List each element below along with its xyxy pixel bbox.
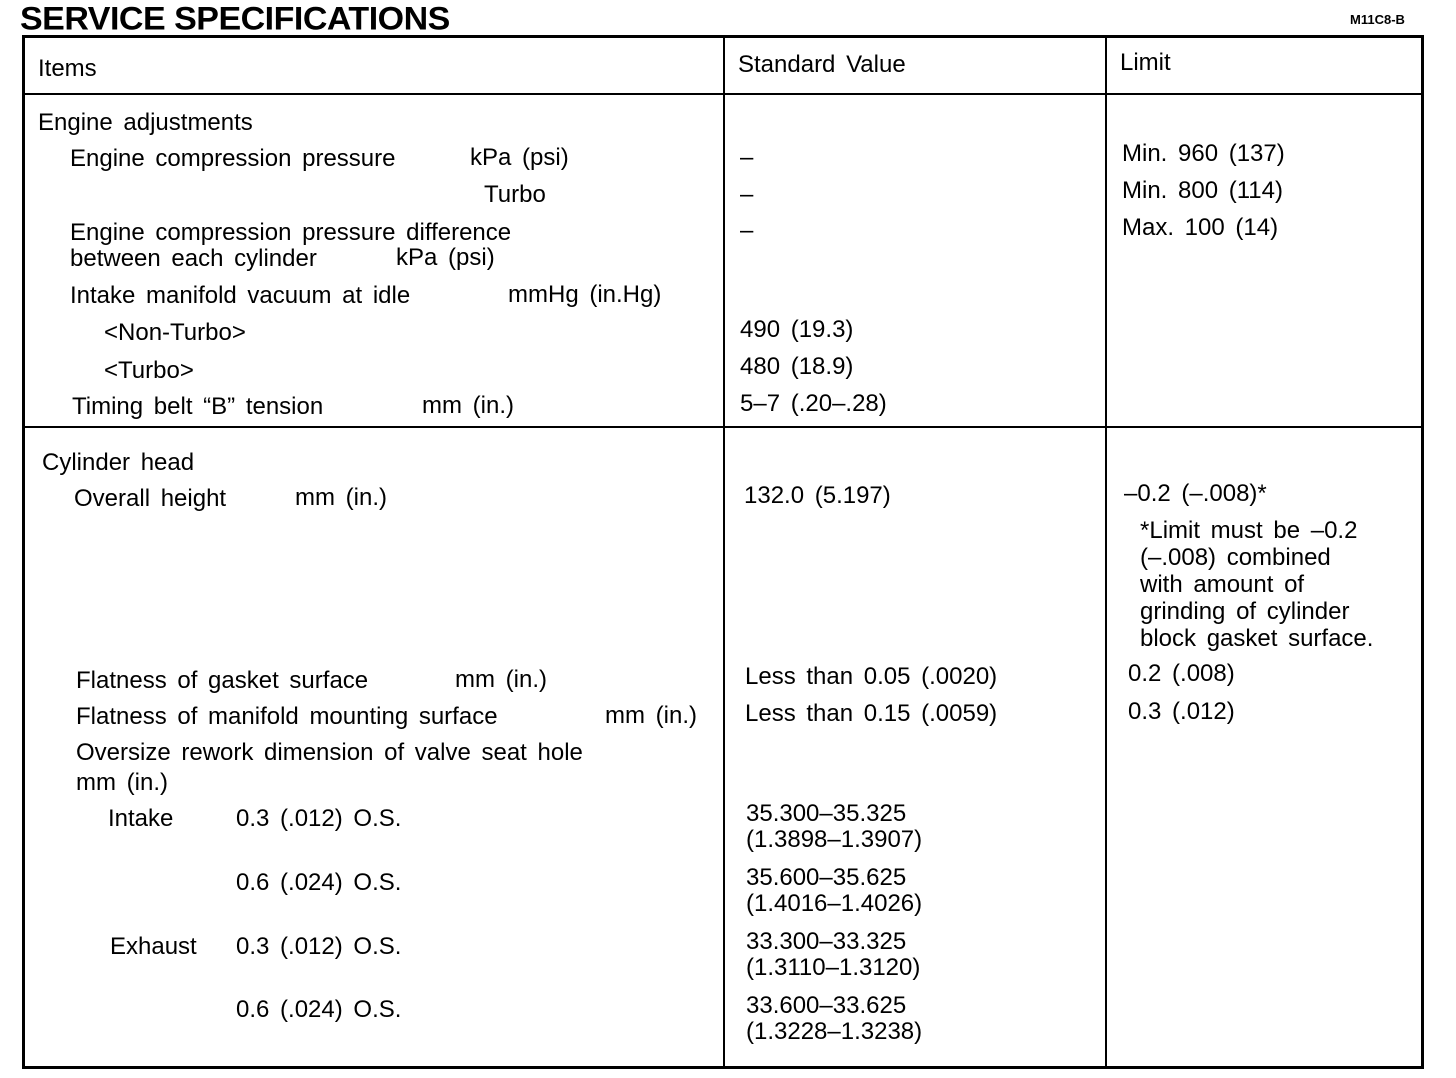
standard-value: 5–7 (.20–.28) [740, 390, 887, 417]
item-label: Intake [108, 805, 174, 832]
limit-value: Max. 100 (14) [1122, 214, 1279, 241]
limit-value: Min. 960 (137) [1122, 140, 1285, 167]
item-label: Engine compression pressure difference [70, 219, 512, 246]
item-label: Overall height [74, 485, 227, 512]
item-label: <Turbo> [104, 357, 194, 384]
standard-value: 35.600–35.625 [746, 864, 907, 891]
standard-value: 480 (18.9) [740, 353, 854, 380]
item-label: Exhaust [110, 933, 197, 960]
header-limit: Limit [1120, 49, 1171, 76]
column-divider [723, 35, 725, 1066]
header-divider [22, 93, 1421, 95]
item-label: <Non-Turbo> [104, 319, 246, 346]
standard-value: Less than 0.05 (.0020) [745, 663, 998, 690]
standard-value: (1.3898–1.3907) [746, 826, 923, 853]
section-heading: Cylinder head [42, 449, 195, 476]
standard-value: (1.4016–1.4026) [746, 890, 923, 917]
item-unit: mm (in.) [455, 666, 547, 693]
page-title: SERVICE SPECIFICATIONS [20, 0, 450, 38]
limit-note: with amount of [1140, 571, 1305, 598]
standard-value: 33.600–33.625 [746, 992, 907, 1019]
oversize-size: 0.3 (.012) O.S. [236, 933, 402, 960]
oversize-size: 0.3 (.012) O.S. [236, 805, 402, 832]
limit-note: block gasket surface. [1140, 625, 1374, 652]
header-items: Items [38, 55, 97, 82]
item-unit: mm (in.) [295, 484, 387, 511]
item-label: between each cylinder [70, 245, 317, 272]
standard-value: 33.300–33.325 [746, 928, 907, 955]
item-label: Turbo [484, 181, 546, 208]
item-unit: kPa (psi) [470, 144, 569, 171]
item-label: Flatness of manifold mounting surface [76, 703, 498, 730]
item-label: Flatness of gasket surface [76, 667, 369, 694]
limit-note: (–.008) combined [1140, 544, 1331, 571]
standard-value: Less than 0.15 (.0059) [745, 700, 998, 727]
item-unit: mm (in.) [76, 769, 168, 796]
limit-note: *Limit must be –0.2 [1140, 517, 1358, 544]
standard-value: 35.300–35.325 [746, 800, 907, 827]
item-unit: mmHg (in.Hg) [508, 281, 662, 308]
document-code: M11C8-B [1350, 12, 1405, 27]
item-unit: mm (in.) [605, 702, 697, 729]
standard-value: 132.0 (5.197) [744, 482, 891, 509]
standard-value: – [740, 217, 754, 244]
item-label: Intake manifold vacuum at idle [70, 282, 411, 309]
standard-value: – [740, 144, 754, 171]
standard-value: – [740, 181, 754, 208]
column-divider [1105, 35, 1107, 1066]
section-heading: Engine adjustments [38, 109, 253, 136]
section-divider [22, 426, 1421, 428]
item-unit: kPa (psi) [396, 244, 495, 271]
limit-value: 0.3 (.012) [1128, 698, 1235, 725]
oversize-size: 0.6 (.024) O.S. [236, 869, 402, 896]
limit-value: Min. 800 (114) [1122, 177, 1283, 204]
standard-value: (1.3110–1.3120) [746, 954, 921, 981]
oversize-size: 0.6 (.024) O.S. [236, 996, 402, 1023]
standard-value: (1.3228–1.3238) [746, 1018, 923, 1045]
limit-value: –0.2 (–.008)* [1124, 480, 1267, 507]
item-label: Engine compression pressure [70, 145, 396, 172]
limit-value: 0.2 (.008) [1128, 660, 1235, 687]
item-unit: mm (in.) [422, 392, 514, 419]
limit-note: grinding of cylinder [1140, 598, 1350, 625]
standard-value: 490 (19.3) [740, 316, 854, 343]
header-standard-value: Standard Value [738, 51, 906, 78]
item-label: Timing belt “B” tension [72, 393, 324, 420]
item-label: Oversize rework dimension of valve seat … [76, 739, 583, 766]
